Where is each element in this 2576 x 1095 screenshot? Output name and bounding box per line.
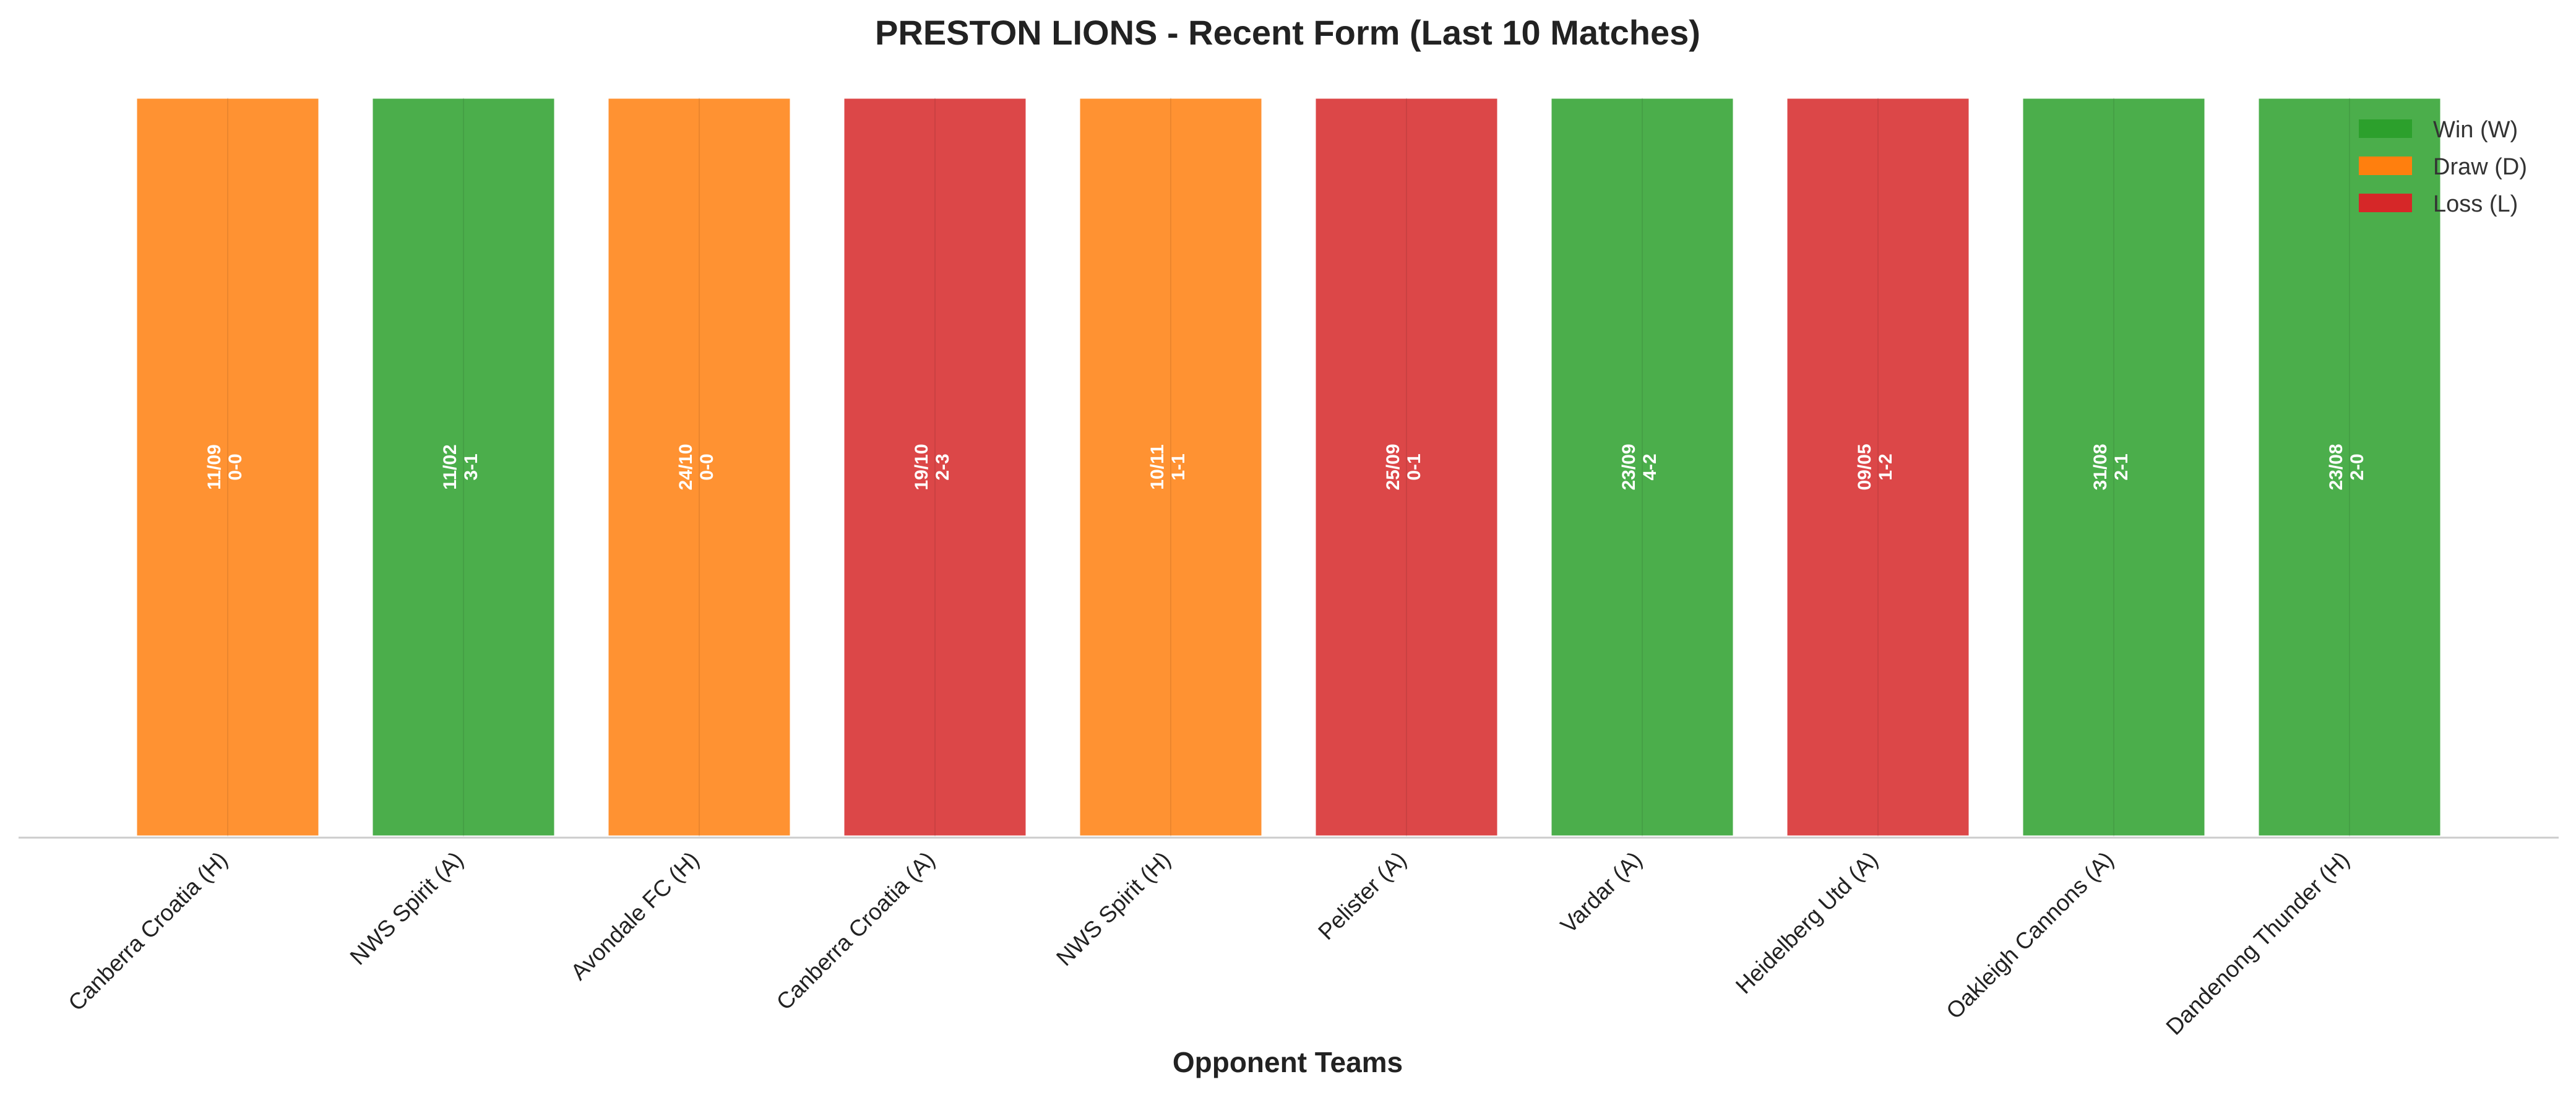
bar[interactable] — [1785, 97, 1971, 838]
legend-swatch — [2359, 157, 2412, 175]
bar-date-label: 31/08 — [2090, 444, 2111, 490]
legend-item[interactable]: Win (W) — [2359, 117, 2518, 143]
legend[interactable]: Win (W) Draw (D) Loss (L) — [2359, 117, 2527, 217]
bar[interactable] — [1078, 97, 1264, 838]
bar-score-label: 3-1 — [461, 453, 481, 480]
bar-group[interactable]: 09/05 1-2 — [1785, 97, 1971, 838]
bar[interactable] — [842, 97, 1028, 838]
bar-date-label: 23/08 — [2326, 444, 2346, 490]
bar[interactable] — [2021, 97, 2207, 838]
bar-group[interactable]: 11/09 0-0 — [135, 97, 321, 838]
bar-group[interactable]: 23/08 2-0 — [2257, 97, 2442, 838]
legend-swatch — [2359, 119, 2412, 138]
bar-score-label: 2-1 — [2111, 453, 2132, 480]
chart-title: PRESTON LIONS - Recent Form (Last 10 Mat… — [875, 13, 1700, 52]
x-tick-label: NWS Spirit (H) — [1051, 847, 1175, 971]
x-tick-label: Pelister (A) — [1313, 847, 1411, 945]
x-tick-label: Avondale FC (H) — [566, 847, 704, 985]
bar-date-label: 24/10 — [676, 444, 696, 490]
bar-date-label: 10/11 — [1147, 444, 1168, 489]
legend-item[interactable]: Draw (D) — [2359, 154, 2527, 180]
legend-label: Draw (D) — [2433, 154, 2527, 180]
legend-label: Win (W) — [2433, 117, 2518, 143]
x-axis-label: Opponent Teams — [1173, 1046, 1403, 1078]
bar-date-label: 23/09 — [1619, 444, 1639, 490]
x-tick-label: Heidelberg Utd (A) — [1731, 847, 1883, 999]
bar-group[interactable]: 24/10 0-0 — [606, 97, 792, 838]
bar-group[interactable]: 25/09 0-1 — [1314, 97, 1499, 838]
bar-date-label: 09/05 — [1854, 444, 1875, 490]
bar-date-label: 11/02 — [440, 444, 460, 489]
bar-score-label: 1-2 — [1876, 453, 1896, 480]
bar-score-label: 0-0 — [225, 453, 246, 480]
bar-score-label: 1-1 — [1168, 453, 1189, 480]
bar-date-label: 19/10 — [911, 444, 932, 490]
bars-layer: 11/09 0-0 11/02 3-1 24/10 0-0 19/10 2-3 10/11 1-1… — [135, 97, 2442, 838]
bar-score-label: 2-3 — [933, 453, 953, 480]
bar-group[interactable]: 19/10 2-3 — [842, 97, 1028, 838]
x-tick-labels: Canberra Croatia (H) NWS Spirit (A) Avonda… — [63, 847, 2354, 1040]
bar-group[interactable]: 31/08 2-1 — [2021, 97, 2207, 838]
x-tick-label: Canberra Croatia (A) — [772, 847, 940, 1015]
bar[interactable] — [135, 97, 321, 838]
bar-score-label: 4-2 — [1640, 453, 1660, 480]
bar-group[interactable]: 10/11 1-1 — [1078, 97, 1264, 838]
bar-group[interactable]: 11/02 3-1 — [371, 97, 556, 838]
bar[interactable] — [2257, 97, 2442, 838]
x-tick-label: Vardar (A) — [1556, 847, 1647, 938]
bar[interactable] — [371, 97, 556, 838]
bar[interactable] — [1314, 97, 1499, 838]
legend-swatch — [2359, 194, 2412, 212]
bar-score-label: 2-0 — [2347, 453, 2367, 480]
legend-label: Loss (L) — [2433, 191, 2518, 217]
bar-date-label: 25/09 — [1383, 444, 1403, 490]
legend-item[interactable]: Loss (L) — [2359, 191, 2518, 217]
x-tick-label: Canberra Croatia (H) — [63, 847, 232, 1016]
bar-date-label: 11/09 — [204, 444, 225, 489]
x-tick-label: NWS Spirit (A) — [345, 847, 468, 970]
x-tick-label: Dandenong Thunder (H) — [2161, 847, 2354, 1040]
x-tick-label: Oakleigh Cannons (A) — [1941, 847, 2118, 1024]
bar[interactable] — [1549, 97, 1735, 838]
bar[interactable] — [606, 97, 792, 838]
bar-score-label: 0-1 — [1404, 453, 1424, 480]
bar-score-label: 0-0 — [697, 453, 717, 480]
bar-group[interactable]: 23/09 4-2 — [1549, 97, 1735, 838]
